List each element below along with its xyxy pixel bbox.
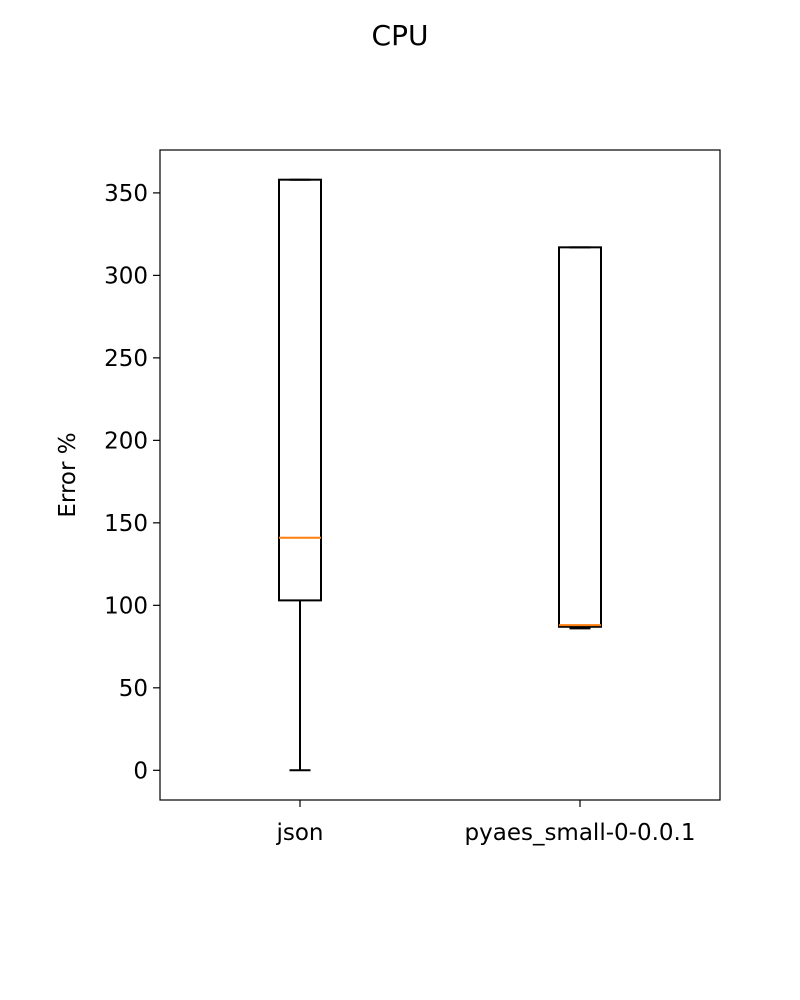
x-tick-label: json bbox=[275, 820, 323, 846]
chart-title: CPU bbox=[372, 19, 429, 52]
box-iqr bbox=[558, 246, 602, 628]
box-iqr bbox=[278, 178, 322, 602]
x-axis: json pyaes_small-0-0.0.1 bbox=[275, 800, 695, 846]
y-tick-label: 350 bbox=[104, 181, 148, 207]
x-tick-label: pyaes_small-0-0.0.1 bbox=[465, 820, 696, 846]
y-tick-label: 0 bbox=[133, 758, 148, 784]
y-axis: 0 50 100 150 200 250 300 350 bbox=[104, 181, 160, 784]
boxes bbox=[278, 178, 602, 772]
y-tick-label: 200 bbox=[104, 428, 148, 454]
plot-frame bbox=[159, 149, 721, 801]
y-tick-label: 250 bbox=[104, 346, 148, 372]
y-tick-label: 300 bbox=[104, 263, 148, 289]
y-tick-label: 100 bbox=[104, 593, 148, 619]
y-tick-label: 50 bbox=[119, 676, 148, 702]
box-1 bbox=[558, 246, 602, 630]
box-0 bbox=[278, 178, 322, 772]
y-tick-label: 150 bbox=[104, 511, 148, 537]
y-axis-label: Error % bbox=[55, 432, 81, 517]
plot-area bbox=[159, 149, 721, 801]
